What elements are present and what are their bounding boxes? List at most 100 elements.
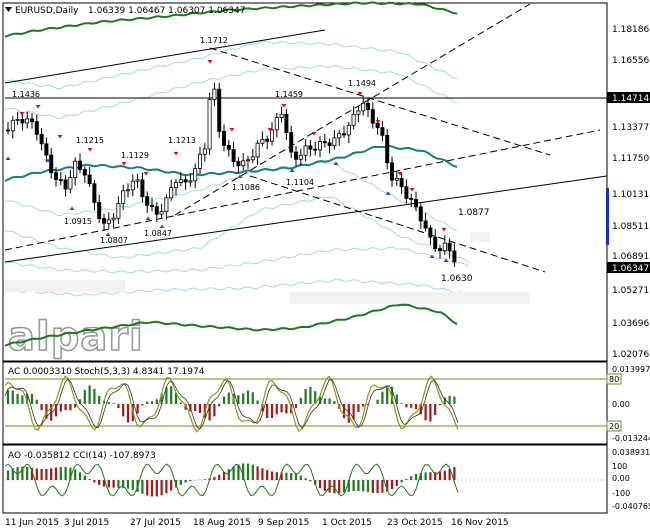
fractal-down-marker <box>69 206 75 210</box>
triangle-down-icon[interactable] <box>5 7 12 12</box>
candle-body <box>29 118 34 122</box>
candle-body <box>63 179 68 190</box>
main-chart-frame <box>2 2 608 362</box>
price-chart[interactable] <box>4 1 608 347</box>
candle-body <box>423 220 428 229</box>
trough-label: 1.0915 <box>64 217 92 226</box>
time-label: 1 Oct 2015 <box>322 518 372 528</box>
candle-body <box>428 227 433 238</box>
candle-body <box>87 174 92 185</box>
trough-label: 1.1086 <box>232 183 260 192</box>
candle-body <box>145 196 150 206</box>
candle-body <box>452 250 457 263</box>
symbol-label: EURUSD,Daily <box>15 6 79 16</box>
candle-body <box>341 133 346 136</box>
candle-body <box>111 217 116 221</box>
ao-axis-label: 0.00 <box>612 474 630 483</box>
fractal-up-marker <box>87 148 93 152</box>
ao-panel-title: AO -0.035812 CCI(14) -107.8973 <box>8 451 156 461</box>
ac-stoch-panel[interactable] <box>4 375 607 433</box>
fractal-down-marker <box>145 216 151 220</box>
candle-body <box>433 236 438 250</box>
ao-axis-label: 0.038931 <box>612 448 650 457</box>
fractal-up-marker <box>35 105 41 109</box>
candle-body <box>188 180 193 183</box>
ao-cci-panel[interactable] <box>4 463 607 497</box>
candle-body <box>15 118 20 121</box>
price-label: 1.06891 <box>612 252 649 262</box>
candle-body <box>437 248 442 252</box>
fractal-up-marker <box>375 120 381 124</box>
candle-body <box>183 179 188 183</box>
envelope-band-line <box>4 196 470 263</box>
highlighted-price-label: 1.14714 <box>612 94 649 104</box>
fractal-up-marker <box>357 92 363 96</box>
ao-axis-label: 100 <box>612 462 627 471</box>
candle-body <box>308 145 313 150</box>
candle-body <box>260 138 265 144</box>
candle-body <box>250 156 255 161</box>
candle-body <box>10 119 15 132</box>
faded-block <box>290 292 530 304</box>
envelope-band-line <box>4 65 458 120</box>
candle-body <box>68 177 73 190</box>
price-label: 1.16556 <box>612 56 649 66</box>
envelope-band-line <box>4 40 458 90</box>
upper-green-band <box>4 1 458 38</box>
cci-line <box>4 463 459 497</box>
fractal-up-marker <box>121 162 127 166</box>
current-price-box <box>607 262 650 273</box>
candle-body <box>6 129 11 132</box>
candle-body <box>385 134 390 164</box>
level-20-label: 20 <box>609 422 619 431</box>
fractal-up-marker <box>173 152 179 156</box>
faded-block <box>470 232 490 242</box>
peak-label: 1.1215 <box>76 136 104 145</box>
price-annotations: 1.1436 1.1712 1.1459 1.1494 1.1215 1.112… <box>12 36 490 284</box>
price-label: 1.11750 <box>612 154 649 164</box>
candle-body <box>293 151 298 160</box>
stoch-main-line <box>4 375 459 433</box>
fractal-up-marker <box>229 128 235 132</box>
candle-body <box>265 138 270 142</box>
candle-body <box>212 88 217 100</box>
candle-body <box>25 118 30 124</box>
candle-body <box>154 206 159 215</box>
fractal-down-marker <box>5 156 11 160</box>
fractal-up-marker <box>441 228 447 232</box>
dashed-trend-line <box>209 47 551 156</box>
fractal-up-marker <box>143 172 149 176</box>
time-label: 9 Sep 2015 <box>258 518 309 528</box>
candle-body <box>380 127 385 136</box>
candle-body <box>245 159 250 162</box>
time-label: 16 Nov 2015 <box>451 518 509 528</box>
scroll-position-marker[interactable] <box>606 188 609 245</box>
candle-body <box>351 113 356 126</box>
time-label: 23 Oct 2015 <box>387 518 443 528</box>
ao-panel-frame <box>2 444 608 514</box>
fractal-up-marker <box>397 172 403 176</box>
level-80-box <box>606 373 622 385</box>
candle-body <box>58 179 63 181</box>
envelope-band-line <box>4 278 498 300</box>
candle-body <box>375 122 380 129</box>
candle-body <box>106 219 111 224</box>
candle-body <box>173 182 178 189</box>
candle-body <box>121 190 126 204</box>
candle-body <box>39 133 44 145</box>
candle-body <box>447 242 452 252</box>
level-80-label: 80 <box>609 375 619 384</box>
candle-body <box>322 141 327 144</box>
time-label: 27 Jul 2015 <box>130 518 181 528</box>
candle-body <box>102 218 107 224</box>
candle-body <box>97 202 102 219</box>
candle-body <box>241 160 246 167</box>
candle-body <box>442 242 447 252</box>
trough-label: 1.1104 <box>286 178 314 187</box>
candle-body <box>399 177 404 188</box>
ac-axis-label: 0.013997 <box>612 365 650 374</box>
fractal-down-marker <box>333 161 339 165</box>
fractal-down-marker <box>159 224 165 228</box>
candle-body <box>236 161 241 167</box>
